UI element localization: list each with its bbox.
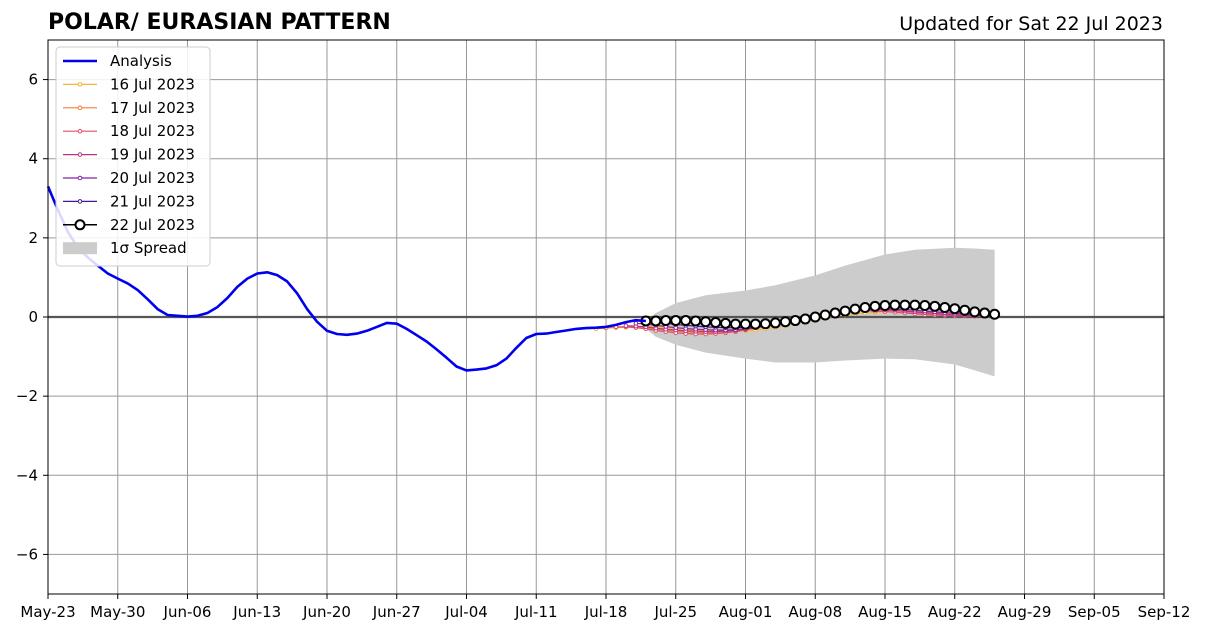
- y-tick-label: −6: [16, 545, 38, 563]
- forecast-point: [959, 304, 971, 316]
- x-tick-label: Jun-06: [163, 603, 212, 621]
- forecast-point: [720, 317, 732, 329]
- legend-swatch-spread: [63, 242, 97, 255]
- x-tick-label: Jun-13: [232, 603, 281, 621]
- x-tick-label: Jul-18: [584, 603, 628, 621]
- forecast-point: [749, 318, 761, 330]
- forecast-point: [789, 315, 801, 327]
- forecast-point: [670, 315, 682, 327]
- forecast-point: [769, 317, 781, 329]
- x-tick-label: Sep-12: [1138, 603, 1191, 621]
- legend: Analysis 16 Jul 2023 17 Jul 2023 18 Jul 202…: [55, 46, 211, 267]
- forecast-point: [623, 323, 629, 329]
- forecast-point: [633, 321, 639, 326]
- legend-label-forecast: 21 Jul 2023: [110, 192, 195, 210]
- forecast-point: [690, 315, 702, 327]
- forecast-point: [879, 300, 891, 312]
- forecast-point: [899, 299, 911, 311]
- forecast-point: [909, 299, 921, 311]
- x-tick-label: May-30: [90, 603, 145, 621]
- legend-swatch-marker: [77, 128, 83, 134]
- legend-label-forecast: 18 Jul 2023: [110, 122, 195, 140]
- x-tick-label: Aug-29: [998, 603, 1052, 621]
- forecast-point: [889, 299, 901, 311]
- spread-band-group: [645, 247, 995, 377]
- x-tick-label: Jul-11: [514, 603, 558, 621]
- x-tick-label: Aug-01: [719, 603, 773, 621]
- legend-label-forecast: 20 Jul 2023: [110, 169, 195, 187]
- legend-swatch-marker: [77, 175, 83, 181]
- forecast-point: [979, 307, 991, 319]
- legend-label-forecast: 22 Jul 2023: [110, 216, 195, 234]
- forecast-point: [939, 302, 951, 314]
- x-tick-label: Jul-25: [653, 603, 697, 621]
- legend-swatch-marker: [77, 82, 83, 87]
- y-tick-label: 4: [28, 150, 38, 168]
- legend-swatch-marker: [77, 199, 83, 204]
- x-tick-label: Aug-15: [858, 603, 912, 621]
- legend-swatch-marker: [77, 152, 83, 157]
- legend-label-forecast: 19 Jul 2023: [110, 146, 195, 164]
- forecast-point: [740, 318, 751, 330]
- x-tick-label: Jun-20: [302, 603, 351, 621]
- y-tick-label: 6: [28, 71, 38, 89]
- spread-band: [645, 247, 995, 377]
- series-group: [46, 185, 1001, 372]
- forecast-point: [859, 302, 871, 314]
- x-tick-label: Aug-22: [928, 603, 982, 621]
- forecast-point: [809, 311, 821, 323]
- forecast-point: [849, 303, 861, 315]
- forecast-point: [700, 316, 712, 328]
- legend-label-spread: 1σ Spread: [110, 239, 187, 257]
- forecast-point: [839, 305, 851, 317]
- x-tick-label: Sep-05: [1068, 603, 1121, 621]
- x-tick-label: Jun-27: [372, 603, 421, 621]
- axis-ticks: May-23 May-30 Jun-06 Jun-13 Jun-20 Jun-27 Jul-…: [16, 71, 1191, 621]
- forecast-point: [759, 318, 771, 330]
- chart-subtitle: Updated for Sat 22 Jul 2023: [899, 13, 1163, 35]
- forecast-point: [829, 307, 841, 319]
- legend-swatch-marker: [77, 105, 83, 111]
- forecast-point: [660, 315, 672, 327]
- x-tick-label: May-23: [20, 603, 75, 621]
- forecast-point: [919, 300, 931, 312]
- forecast-point: [989, 308, 1001, 320]
- forecast-point: [819, 309, 831, 321]
- chart-title: POLAR/ EURASIAN PATTERN: [48, 10, 391, 35]
- forecast-point: [680, 315, 692, 327]
- forecast-point: [799, 313, 811, 325]
- forecast-point: [869, 300, 881, 312]
- y-tick-label: 2: [28, 229, 38, 247]
- forecast-point: [779, 316, 791, 328]
- y-tick-label: 0: [28, 308, 38, 326]
- x-tick-label: Jul-04: [444, 603, 488, 621]
- x-tick-label: Aug-08: [788, 603, 842, 621]
- forecast-point: [929, 300, 941, 312]
- forecast-point: [949, 303, 961, 315]
- analysis-line: [46, 185, 647, 372]
- legend-label-analysis: Analysis: [110, 52, 172, 70]
- y-tick-label: −2: [16, 387, 38, 405]
- legend-label-forecast: 17 Jul 2023: [110, 99, 195, 117]
- forecast-point: [650, 315, 662, 327]
- forecast-point: [710, 317, 722, 329]
- y-tick-label: −4: [16, 466, 38, 484]
- forecast-point: [969, 306, 981, 318]
- legend-swatch-marker: [74, 219, 86, 231]
- legend-label-forecast: 16 Jul 2023: [110, 75, 195, 93]
- legend-box: [55, 46, 211, 267]
- forecast-point: [730, 318, 742, 330]
